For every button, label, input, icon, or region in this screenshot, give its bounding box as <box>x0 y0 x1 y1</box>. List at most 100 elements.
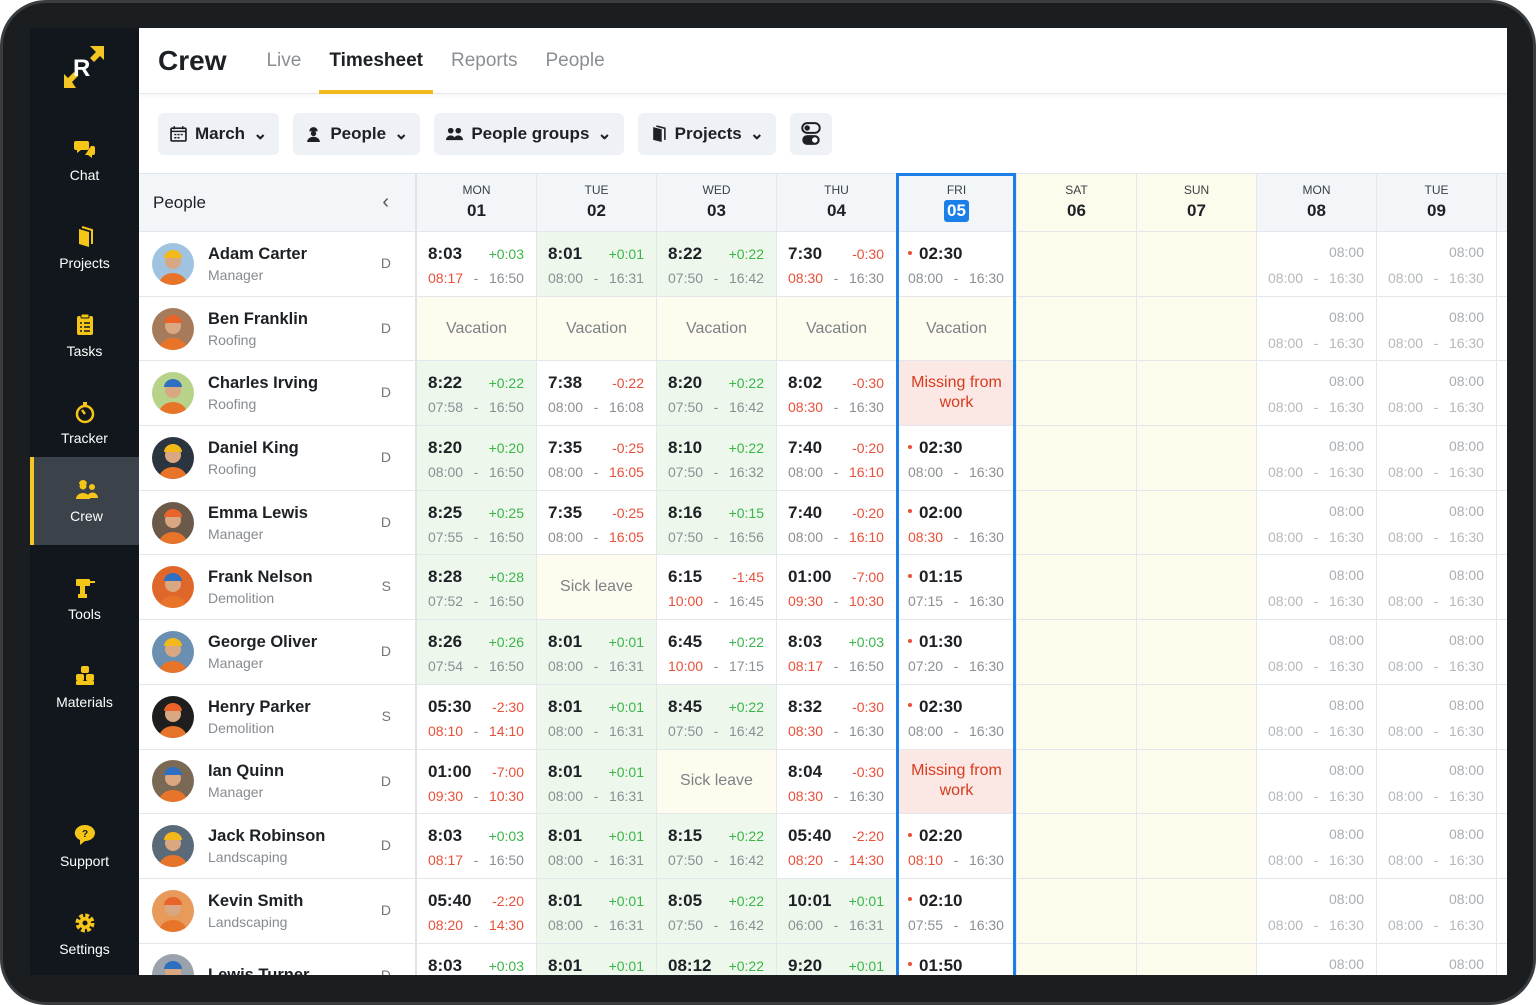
weekend-cell[interactable] <box>1137 878 1257 943</box>
people-dropdown[interactable]: People ⌄ <box>293 112 421 155</box>
view-toggle-button[interactable] <box>790 112 832 155</box>
collapse-chevron-icon[interactable]: ‹ <box>382 191 389 213</box>
sidebar-item-crew[interactable]: Crew <box>30 457 139 545</box>
time-cell[interactable]: 6:15 -1:45 10:00-16:45 <box>657 555 777 620</box>
missing-cell[interactable]: Missing from work <box>897 361 1017 426</box>
weekend-cell[interactable] <box>1137 620 1257 684</box>
time-cell[interactable]: 05:40 -2:20 08:20-14:30 <box>777 814 897 878</box>
tab-live[interactable]: Live <box>266 49 302 71</box>
time-cell[interactable]: 7:35 -0:25 08:00-16:05 <box>537 490 657 555</box>
sidebar-item-chat[interactable]: Chat <box>30 116 139 204</box>
time-cell[interactable]: 8:25 +0:25 07:55-16:50 <box>417 490 537 555</box>
planned-cell[interactable]: 08:00 08:00-16:30 <box>1257 749 1377 814</box>
weekend-cell[interactable] <box>1137 490 1257 555</box>
person-cell[interactable]: Kevin Smith Landscaping D <box>139 878 417 943</box>
leave-cell[interactable]: Vacation <box>657 296 777 361</box>
person-cell[interactable]: Frank Nelson Demolition S <box>139 555 417 620</box>
planned-cell[interactable]: 08:00 08:00-16:30 <box>1257 878 1377 943</box>
sidebar-item-tools[interactable]: Tools <box>30 555 139 643</box>
time-cell[interactable]: 8:01 +0:01 08:00-16:31 <box>537 684 657 749</box>
leave-cell[interactable]: Vacation <box>777 296 897 361</box>
leave-cell[interactable]: Vacation <box>417 296 537 361</box>
time-cell[interactable]: 8:01 +0:01 08:00-16:31 <box>537 814 657 878</box>
time-cell[interactable]: 01:50 <box>897 943 1017 975</box>
weekend-cell[interactable] <box>1017 620 1137 684</box>
time-cell[interactable]: 8:15 +0:22 07:50-16:42 <box>657 814 777 878</box>
planned-cell[interactable]: 08:00 08:00-16:30 <box>1257 296 1377 361</box>
weekend-cell[interactable] <box>1017 814 1137 878</box>
time-cell[interactable]: 8:01 +0:01 <box>537 943 657 975</box>
month-dropdown[interactable]: March ⌄ <box>158 112 280 155</box>
planned-cell[interactable]: 08:00 08:00-16:30 <box>1377 684 1497 749</box>
tab-people[interactable]: People <box>545 49 605 71</box>
time-cell[interactable]: 6:45 +0:22 10:00-17:15 <box>657 620 777 684</box>
sidebar-item-support[interactable]: ? Support <box>30 802 139 890</box>
tab-timesheet[interactable]: Timesheet <box>319 28 433 94</box>
time-cell[interactable]: 05:30 -2:30 08:10-14:10 <box>417 684 537 749</box>
missing-cell[interactable]: Missing from work <box>897 749 1017 814</box>
person-cell[interactable]: Charles Irving Roofing D <box>139 361 417 426</box>
time-cell[interactable]: 01:00 -7:00 09:30-10:30 <box>777 555 897 620</box>
weekend-cell[interactable] <box>1017 490 1137 555</box>
time-cell[interactable]: 8:01 +0:01 08:00-16:31 <box>537 749 657 814</box>
weekend-cell[interactable] <box>1137 943 1257 975</box>
time-cell[interactable]: 8:05 +0:22 07:50-16:42 <box>657 878 777 943</box>
time-cell[interactable]: 02:30 08:00-16:30 <box>897 232 1017 296</box>
weekend-cell[interactable] <box>1137 814 1257 878</box>
planned-cell[interactable]: 08:00 08:00-16:30 <box>1257 814 1377 878</box>
time-cell[interactable]: 7:30 -0:30 08:30-16:30 <box>777 232 897 296</box>
person-cell[interactable]: George Oliver Manager D <box>139 620 417 684</box>
planned-cell[interactable]: 08:00 08:00-16:30 <box>1377 878 1497 943</box>
weekend-cell[interactable] <box>1017 361 1137 426</box>
time-cell[interactable]: 8:22 +0:22 07:58-16:50 <box>417 361 537 426</box>
planned-cell[interactable]: 08:00 08:00-16:30 <box>1257 426 1377 490</box>
time-cell[interactable]: 02:10 07:55-16:30 <box>897 878 1017 943</box>
weekend-cell[interactable] <box>1137 749 1257 814</box>
planned-cell[interactable]: 08:00 08:00-16:30 <box>1377 361 1497 426</box>
planned-cell[interactable]: 08:00 08:00-16:30 <box>1257 684 1377 749</box>
time-cell[interactable]: 01:30 07:20-16:30 <box>897 620 1017 684</box>
planned-cell[interactable]: 08:00 08:00-16:30 <box>1377 296 1497 361</box>
time-cell[interactable]: 8:28 +0:28 07:52-16:50 <box>417 555 537 620</box>
planned-cell[interactable]: 08:00 <box>1377 943 1497 975</box>
leave-cell[interactable]: Vacation <box>897 296 1017 361</box>
time-cell[interactable]: 8:45 +0:22 07:50-16:42 <box>657 684 777 749</box>
time-cell[interactable]: 9:20 +0:01 <box>777 943 897 975</box>
time-cell[interactable]: 8:04 -0:30 08:30-16:30 <box>777 749 897 814</box>
weekend-cell[interactable] <box>1017 296 1137 361</box>
planned-cell[interactable]: 08:00 08:00-16:30 <box>1377 620 1497 684</box>
weekend-cell[interactable] <box>1137 555 1257 620</box>
weekend-cell[interactable] <box>1017 878 1137 943</box>
time-cell[interactable]: 8:22 +0:22 07:50-16:42 <box>657 232 777 296</box>
planned-cell[interactable]: 08:00 08:00-16:30 <box>1377 426 1497 490</box>
weekend-cell[interactable] <box>1137 232 1257 296</box>
time-cell[interactable]: 8:02 -0:30 08:30-16:30 <box>777 361 897 426</box>
time-cell[interactable]: 8:26 +0:26 07:54-16:50 <box>417 620 537 684</box>
weekend-cell[interactable] <box>1137 426 1257 490</box>
time-cell[interactable]: 7:40 -0:20 08:00-16:10 <box>777 490 897 555</box>
person-cell[interactable]: Emma Lewis Manager D <box>139 490 417 555</box>
planned-cell[interactable]: 08:00 08:00-16:30 <box>1377 555 1497 620</box>
leave-cell[interactable]: Sick leave <box>657 749 777 814</box>
weekend-cell[interactable] <box>1017 943 1137 975</box>
time-cell[interactable]: 10:01 +0:01 06:00-16:31 <box>777 878 897 943</box>
weekend-cell[interactable] <box>1137 684 1257 749</box>
time-cell[interactable]: 7:40 -0:20 08:00-16:10 <box>777 426 897 490</box>
person-cell[interactable]: Daniel King Roofing D <box>139 426 417 490</box>
tab-reports[interactable]: Reports <box>450 49 518 71</box>
time-cell[interactable]: 8:20 +0:20 08:00-16:50 <box>417 426 537 490</box>
time-cell[interactable]: 02:00 08:30-16:30 <box>897 490 1017 555</box>
time-cell[interactable]: 8:32 -0:30 08:30-16:30 <box>777 684 897 749</box>
time-cell[interactable]: 05:40 -2:20 08:20-14:30 <box>417 878 537 943</box>
time-cell[interactable]: 8:03 +0:03 08:17-16:50 <box>417 232 537 296</box>
person-cell[interactable]: Lewis Turner D <box>139 943 417 975</box>
time-cell[interactable]: 8:03 +0:03 08:17-16:50 <box>777 620 897 684</box>
time-cell[interactable]: 8:01 +0:01 08:00-16:31 <box>537 232 657 296</box>
weekend-cell[interactable] <box>1137 361 1257 426</box>
time-cell[interactable]: 01:00 -7:00 09:30-10:30 <box>417 749 537 814</box>
planned-cell[interactable]: 08:00 <box>1257 943 1377 975</box>
projects-dropdown[interactable]: Projects ⌄ <box>637 112 776 155</box>
planned-cell[interactable]: 08:00 08:00-16:30 <box>1377 749 1497 814</box>
sidebar-item-projects[interactable]: Projects <box>30 204 139 292</box>
time-cell[interactable]: 02:30 08:00-16:30 <box>897 426 1017 490</box>
